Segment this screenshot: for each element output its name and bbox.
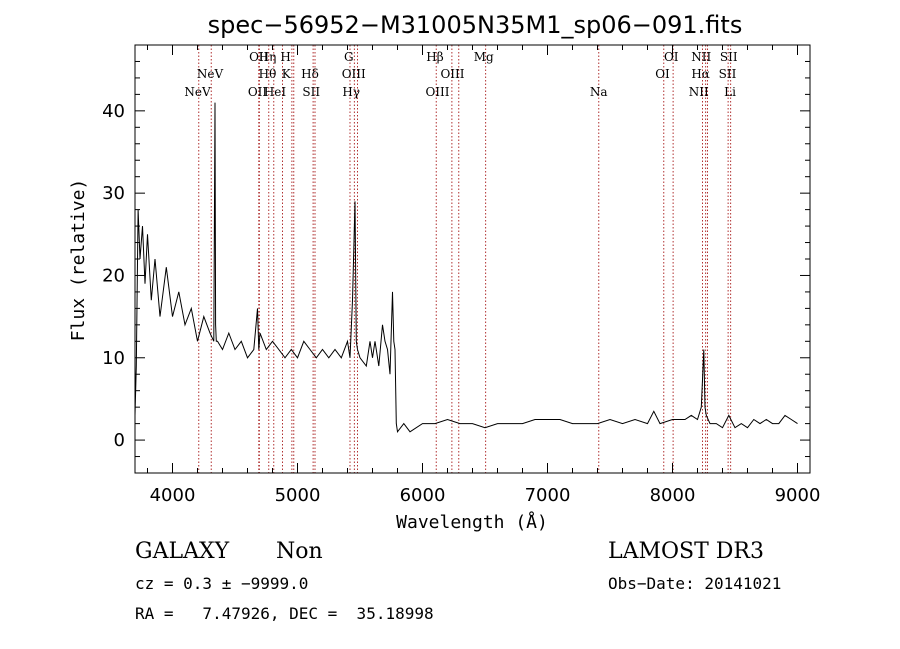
spectral-line-label: K (282, 67, 292, 81)
spectral-line-label: Mg (474, 50, 494, 64)
redshift-line: cz = 0.3 ± −9999.0 (135, 574, 308, 593)
obs-date: Obs−Date: 20141021 (608, 574, 781, 593)
spectral-line-label: NII (691, 50, 711, 64)
spectral-line-label: OIII (342, 67, 366, 81)
spectrum-line (134, 102, 798, 434)
spectral-line-label: NII (689, 85, 709, 99)
spectral-line-label: SII (302, 85, 320, 99)
x-tick-label: 9000 (775, 485, 821, 506)
spectral-line-label: Hδ (301, 67, 319, 81)
spectral-line-label: HeI (264, 85, 287, 99)
axis-ticks: 4000 5000 6000 7000 8000 9000 0 10 20 30 40 (102, 45, 820, 506)
spectral-line-label: Hα (691, 67, 710, 81)
spectral-line-label: Na (590, 85, 608, 99)
y-tick-label: 10 (102, 348, 125, 369)
spectral-line-label: SII (719, 67, 737, 81)
spectral-line-label: OIII (440, 67, 464, 81)
coordinates: RA = 7.47926, DEC = 35.18998 (135, 604, 434, 623)
plot-frame (134, 44, 811, 474)
spectral-line-label: Hη (259, 50, 277, 64)
spectral-line-label: NeV (197, 67, 224, 81)
spectral-line-label: SII (720, 50, 738, 64)
spectral-line-label: OII (248, 85, 268, 99)
x-tick-label: 5000 (275, 485, 321, 506)
object-subclass: Non (276, 539, 323, 564)
object-class: GALAXY (135, 539, 230, 564)
spectral-line-label: Li (724, 85, 736, 99)
annotation-lines (198, 45, 732, 473)
spectral-line-label: OI (655, 67, 670, 81)
x-tick-label: 4000 (150, 485, 196, 506)
spectral-line-label: Hβ (426, 50, 443, 64)
spectral-line-label: OII (249, 50, 269, 64)
x-axis-label: Wavelength (Å) (396, 511, 548, 533)
spectral-line-label: OI (664, 50, 679, 64)
x-tick-label: 6000 (400, 485, 446, 506)
survey-name: LAMOST DR3 (608, 539, 764, 564)
y-tick-label: 0 (114, 430, 125, 451)
x-tick-label: 8000 (650, 485, 696, 506)
y-tick-label: 30 (102, 183, 125, 204)
spectral-line-label: NeV (184, 85, 211, 99)
y-tick-label: 20 (102, 265, 125, 286)
spectral-line-label: Hθ (259, 67, 277, 81)
spectral-line-label: OIII (425, 85, 449, 99)
y-axis-label: Flux (relative) (68, 179, 89, 342)
spectral-line-label: G (344, 50, 354, 64)
spectral-line-label: Hγ (342, 85, 360, 99)
x-tick-label: 7000 (525, 485, 571, 506)
y-tick-label: 40 (102, 101, 125, 122)
chart-title: spec−56952−M31005N35M1_sp06−091.fits (208, 11, 743, 39)
spectral-line-label: H (280, 50, 290, 64)
